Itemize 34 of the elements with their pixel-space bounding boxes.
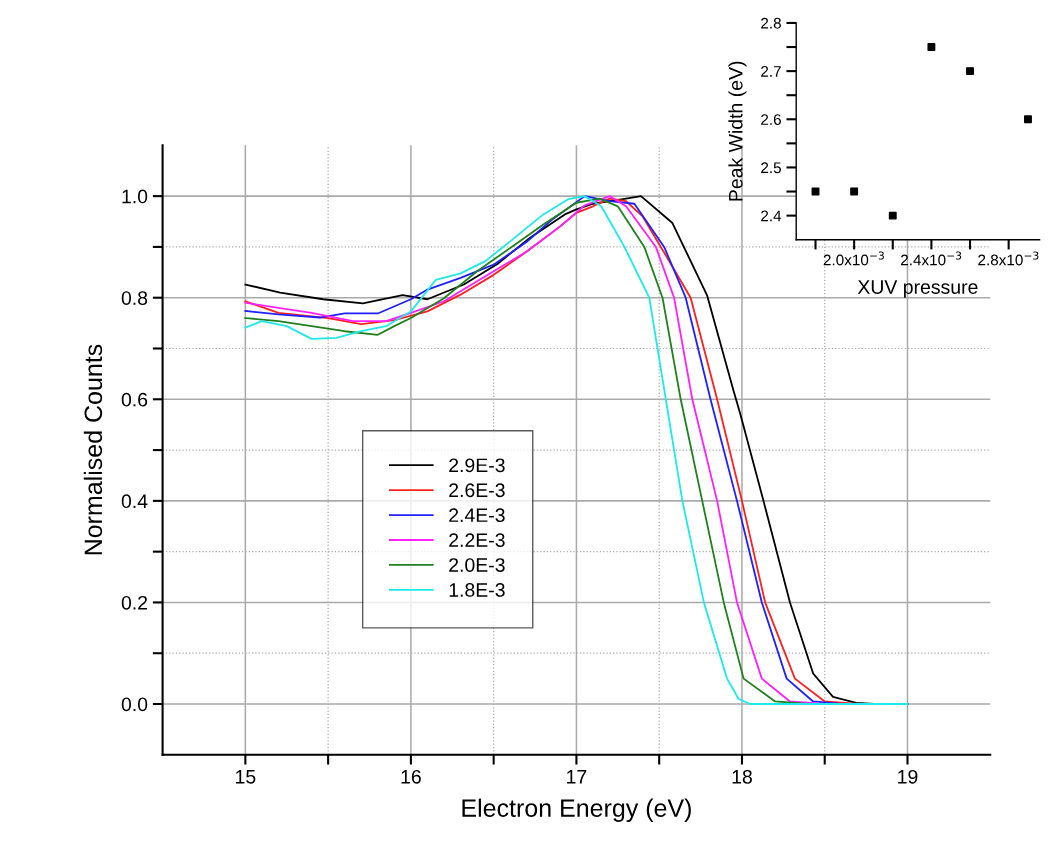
legend-label: 1.8E-3	[449, 583, 505, 597]
y-axis-title: Normalised Counts	[83, 344, 103, 555]
y-tick-label: 2.4	[761, 210, 782, 222]
point	[927, 43, 936, 51]
y-tick-label: 0.2	[121, 595, 148, 610]
legend-label: 2.9E-3	[449, 458, 505, 473]
y-tick-label: 0.6	[121, 392, 148, 407]
point	[850, 187, 859, 196]
x-tick-label: 17	[567, 770, 587, 784]
y-tick-label: 1.0	[122, 189, 148, 204]
x-tick-label: 2.4x10$^{−3}$	[901, 251, 962, 266]
point	[888, 211, 897, 220]
y-tick-label: 2.7	[761, 65, 781, 77]
point	[1024, 115, 1032, 124]
y-tick-label: 0.4	[121, 494, 148, 509]
x-tick-label: 16	[401, 769, 421, 784]
x-tick-label: 15	[236, 770, 256, 784]
y-tick-label: 2.6	[761, 114, 781, 125]
y-axis-title: Peak Width (eV)	[728, 61, 747, 201]
y-tick-label: 2.8	[761, 17, 781, 29]
legend-label: 2.0E-3	[449, 558, 505, 572]
x-tick-label: 2.8x10$^{−3}$	[978, 251, 1039, 266]
legend-label: 2.2E-3	[449, 533, 505, 547]
x-axis-title: XUV pressure	[857, 280, 978, 298]
y-tick-label: 2.5	[761, 162, 781, 174]
x-axis-title: Electron Energy (eV)	[462, 798, 691, 822]
y-tick-label: 0.0	[121, 697, 148, 712]
legend-label: 2.6E-3	[449, 483, 505, 498]
point	[966, 67, 974, 76]
x-tick-label: 2.0x10$^{−3}$	[823, 251, 884, 266]
x-tick-label: 19	[898, 769, 918, 784]
y-tick-label: 0.8	[121, 291, 148, 305]
legend-label: 2.4E-3	[449, 508, 505, 523]
x-tick-label: 18	[732, 769, 752, 784]
